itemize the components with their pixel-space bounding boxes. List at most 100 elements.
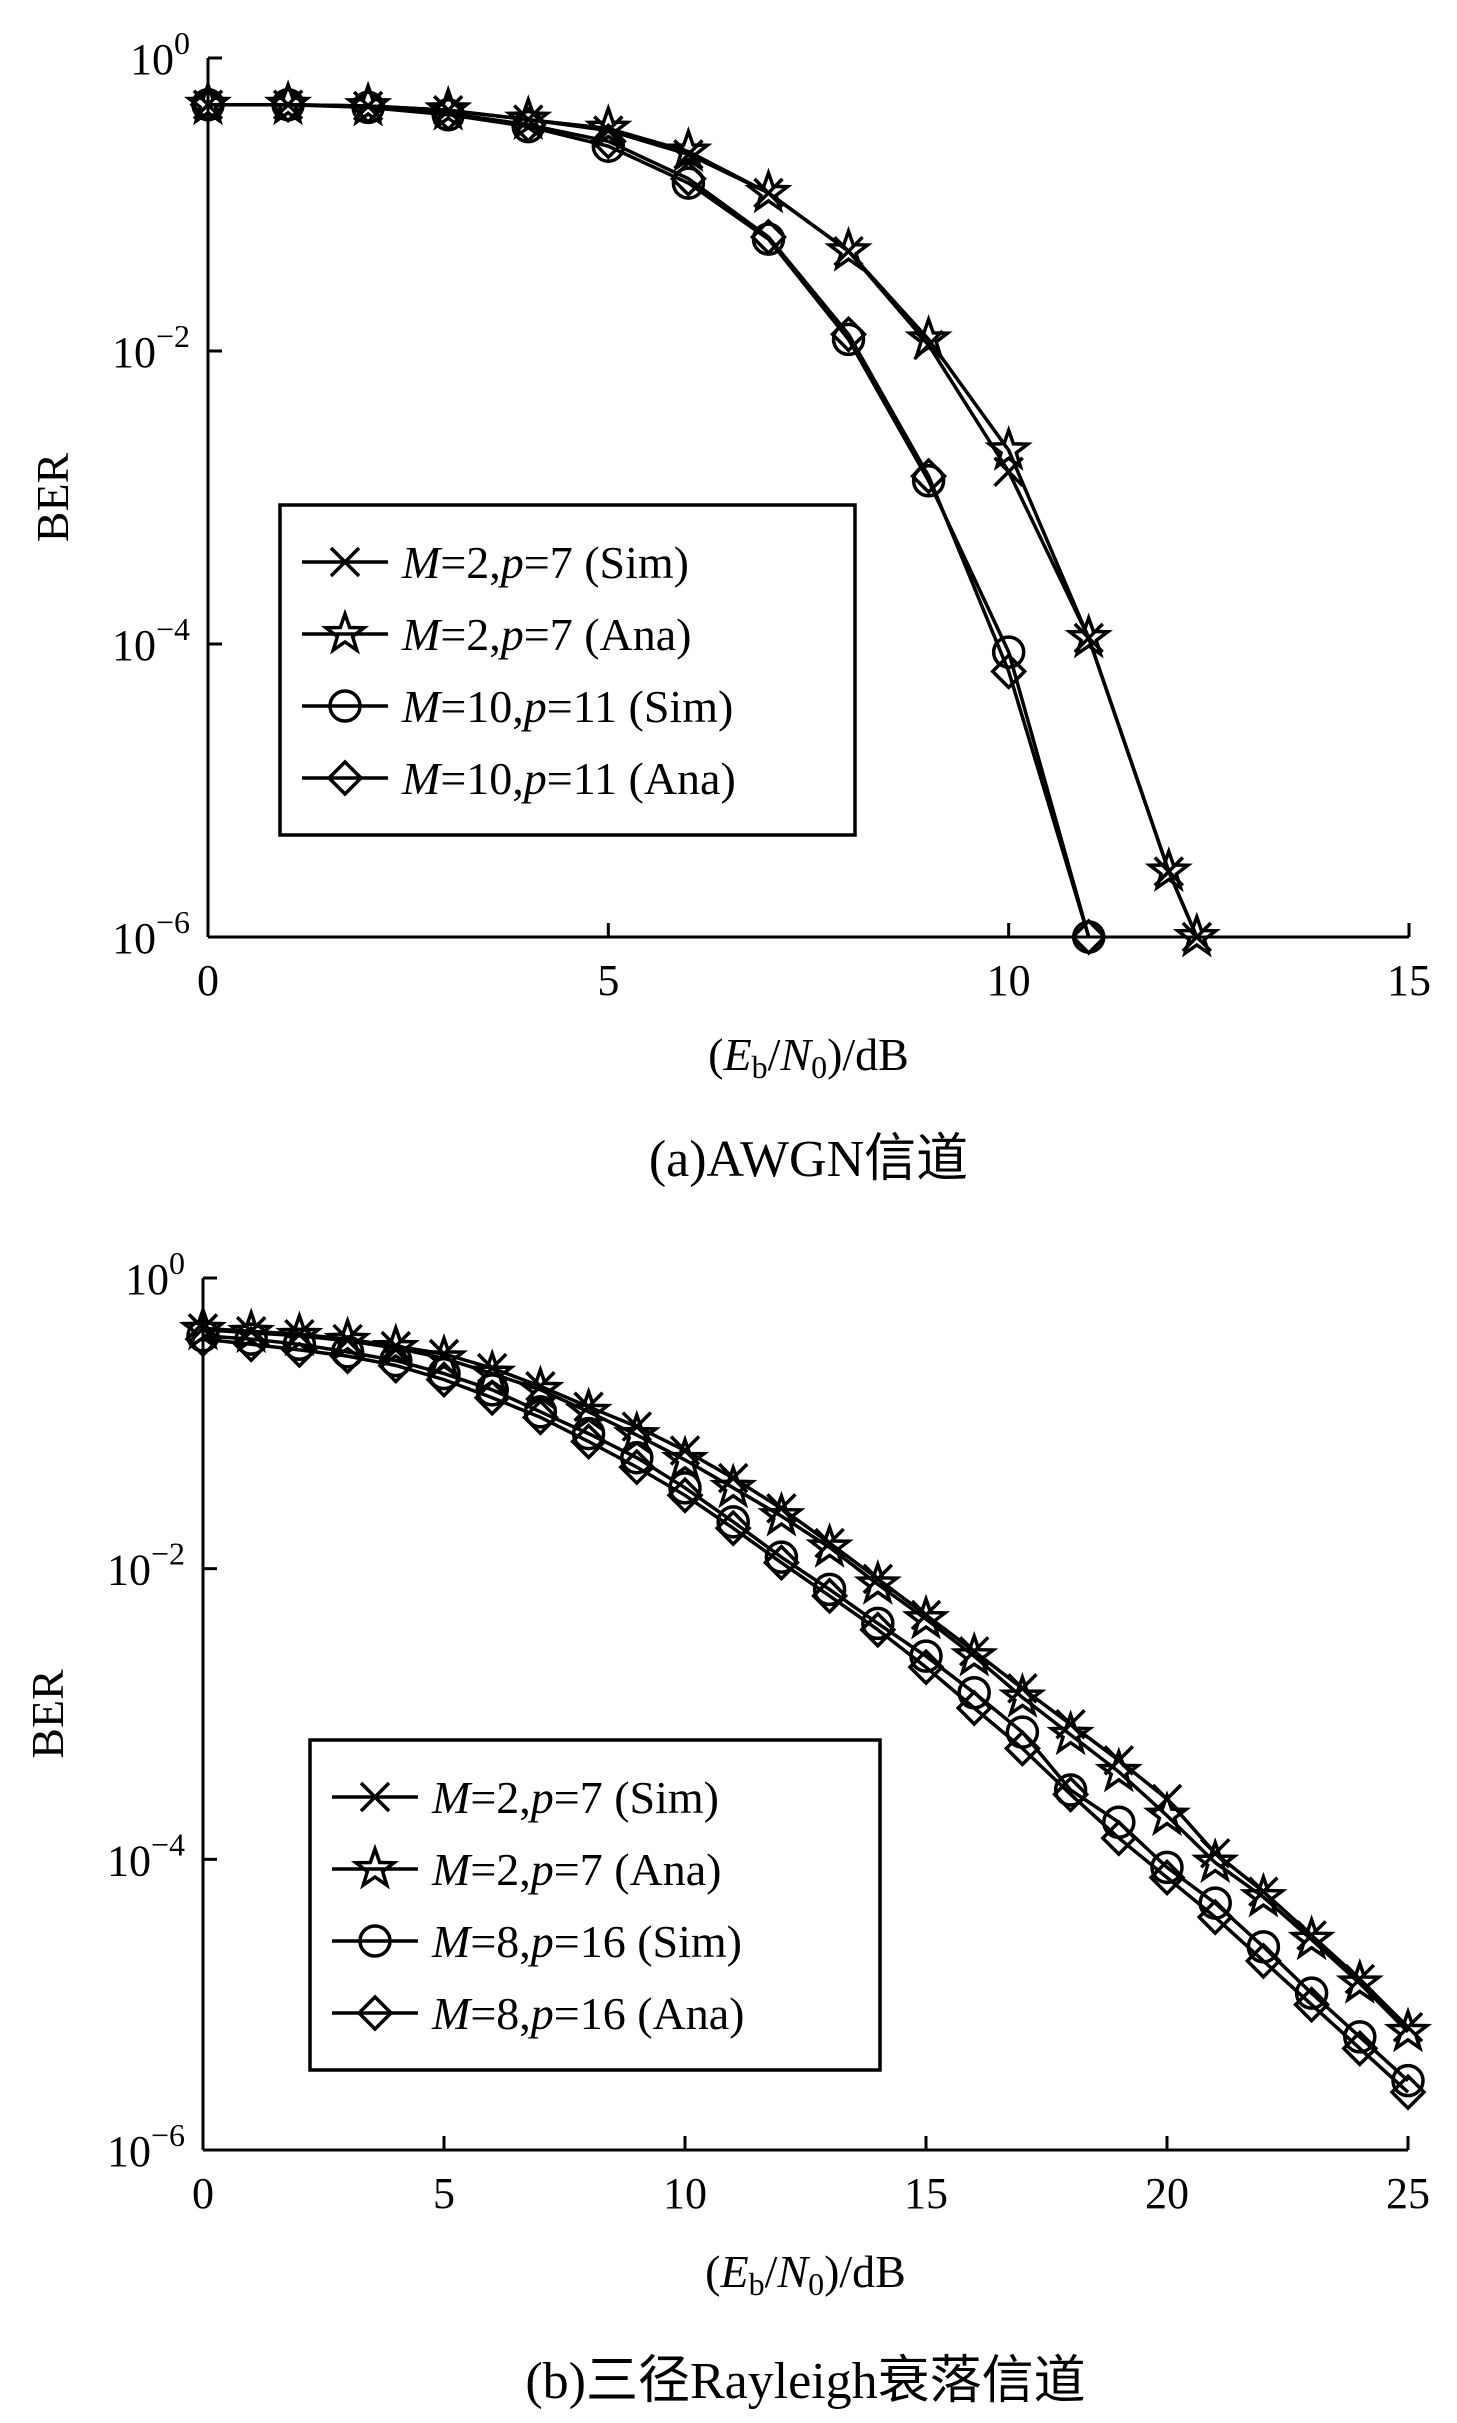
data-point: [757, 1490, 806, 1537]
data-point: [950, 1630, 999, 1677]
data-point: [861, 1606, 895, 1641]
data-point: [805, 1522, 854, 1568]
data-point: [329, 1337, 367, 1375]
data-point: [589, 122, 627, 160]
data-point: [189, 86, 227, 124]
data-point: [764, 1540, 799, 1574]
data-point: [1003, 1729, 1041, 1767]
data-point: [666, 1476, 704, 1514]
data-point: [955, 1689, 993, 1727]
data-point: [234, 1322, 268, 1356]
data-point: [1094, 1746, 1143, 1793]
legend-marker: [359, 1781, 391, 1813]
data-point: [669, 160, 707, 198]
data-point: [1287, 1914, 1336, 1961]
data-point: [664, 126, 713, 173]
chart-caption: (b)三径Rayleigh衰落信道: [525, 2353, 1085, 2410]
x-axis-label: (Eb/N0)/dB: [705, 2246, 906, 2302]
data-point: [618, 1448, 656, 1486]
data-point: [859, 1611, 897, 1649]
data-point: [232, 1325, 270, 1363]
data-point: [901, 1593, 951, 1640]
x-tick-label: 0: [197, 956, 219, 1005]
data-point: [831, 322, 866, 357]
series-diamond: [184, 1320, 1427, 2111]
legend-entry: M=2,p=7 (Ana): [431, 1844, 722, 1895]
data-point: [178, 1304, 228, 1351]
data-point: [473, 1379, 511, 1417]
legend-marker: [329, 546, 361, 578]
data-point: [591, 129, 626, 163]
data-point: [425, 1361, 463, 1399]
y-tick-label: 10−6: [112, 904, 190, 963]
x-tick-label: 10: [987, 956, 1031, 1005]
data-point: [521, 1398, 559, 1436]
data-point: [475, 1373, 509, 1407]
legend-marker: [350, 1843, 400, 1890]
data-point: [1196, 1898, 1234, 1936]
data-point: [830, 315, 868, 353]
data-point: [371, 1322, 420, 1369]
data-point: [1052, 1775, 1090, 1813]
data-point: [1103, 1745, 1135, 1776]
y-tick-label: 10−2: [112, 318, 190, 377]
legend-marker: [320, 608, 370, 655]
data-point: [716, 1505, 750, 1539]
x-tick-label: 20: [1145, 2169, 1189, 2218]
data-point: [762, 1544, 800, 1582]
y-axis-label: BER: [27, 452, 78, 542]
x-tick-label: 5: [597, 956, 619, 1005]
data-point: [584, 103, 633, 150]
data-point: [990, 652, 1028, 690]
data-point: [709, 1462, 758, 1509]
legend-entry: M=8,p=16 (Sim): [431, 1916, 742, 1967]
data-point: [1389, 2073, 1427, 2111]
data-point: [377, 1347, 415, 1384]
data-point: [419, 1332, 469, 1379]
data-point: [379, 1343, 413, 1378]
x-tick-label: 10: [663, 2169, 707, 2218]
data-point: [811, 1577, 849, 1615]
x-tick-label: 15: [1387, 956, 1431, 1005]
data-point: [1239, 1871, 1288, 1918]
chart-caption: (a)AWGN信道: [649, 1131, 968, 1188]
data-point: [323, 1315, 372, 1362]
data-point: [1053, 1773, 1088, 1807]
legend-marker: [358, 1924, 392, 1958]
legend: M=2,p=7 (Sim) M=2,p=7 (Ana) M=10,p=11 (Sim…: [278, 503, 857, 837]
series-line: [202, 1334, 1410, 2082]
series-diamond: [189, 86, 1108, 956]
legend-marker: [326, 759, 364, 797]
data-point: [570, 1423, 608, 1460]
y-tick-label: 100: [130, 25, 190, 84]
data-point: [280, 1331, 318, 1369]
data-point: [1191, 1837, 1240, 1884]
x-tick-label: 15: [904, 2169, 948, 2218]
data-point: [349, 87, 387, 125]
data-point: [1148, 1859, 1186, 1896]
x-axis-label: (Eb/N0)/dB: [708, 1029, 909, 1085]
data-point: [1070, 918, 1108, 956]
y-tick-label: 10−6: [107, 2117, 185, 2176]
x-tick-label: 5: [433, 2169, 455, 2218]
data-point: [1142, 1790, 1192, 1837]
data-point: [812, 1572, 847, 1607]
data-point: [749, 218, 787, 256]
data-point: [1100, 1819, 1138, 1857]
chart-awgn: 0 5 10 15 100 10−2 10−4 10−6 BER (Eb/N0)/dB (a)AWG…: [27, 25, 1431, 1188]
data-point: [1064, 612, 1113, 659]
data-point: [429, 94, 467, 132]
data-point: [1172, 911, 1221, 958]
data-point: [660, 1434, 710, 1481]
data-point: [269, 86, 307, 124]
data-point: [184, 1320, 222, 1358]
data-point: [853, 1558, 902, 1605]
legend-entry: M=2,p=7 (Sim): [431, 1772, 719, 1823]
x-tick-label: 0: [192, 2169, 214, 2218]
x-tick-label: 25: [1386, 2169, 1430, 2218]
legend-box: [278, 503, 857, 837]
data-point: [910, 457, 948, 495]
data-point: [671, 166, 706, 200]
data-point: [282, 1327, 317, 1362]
